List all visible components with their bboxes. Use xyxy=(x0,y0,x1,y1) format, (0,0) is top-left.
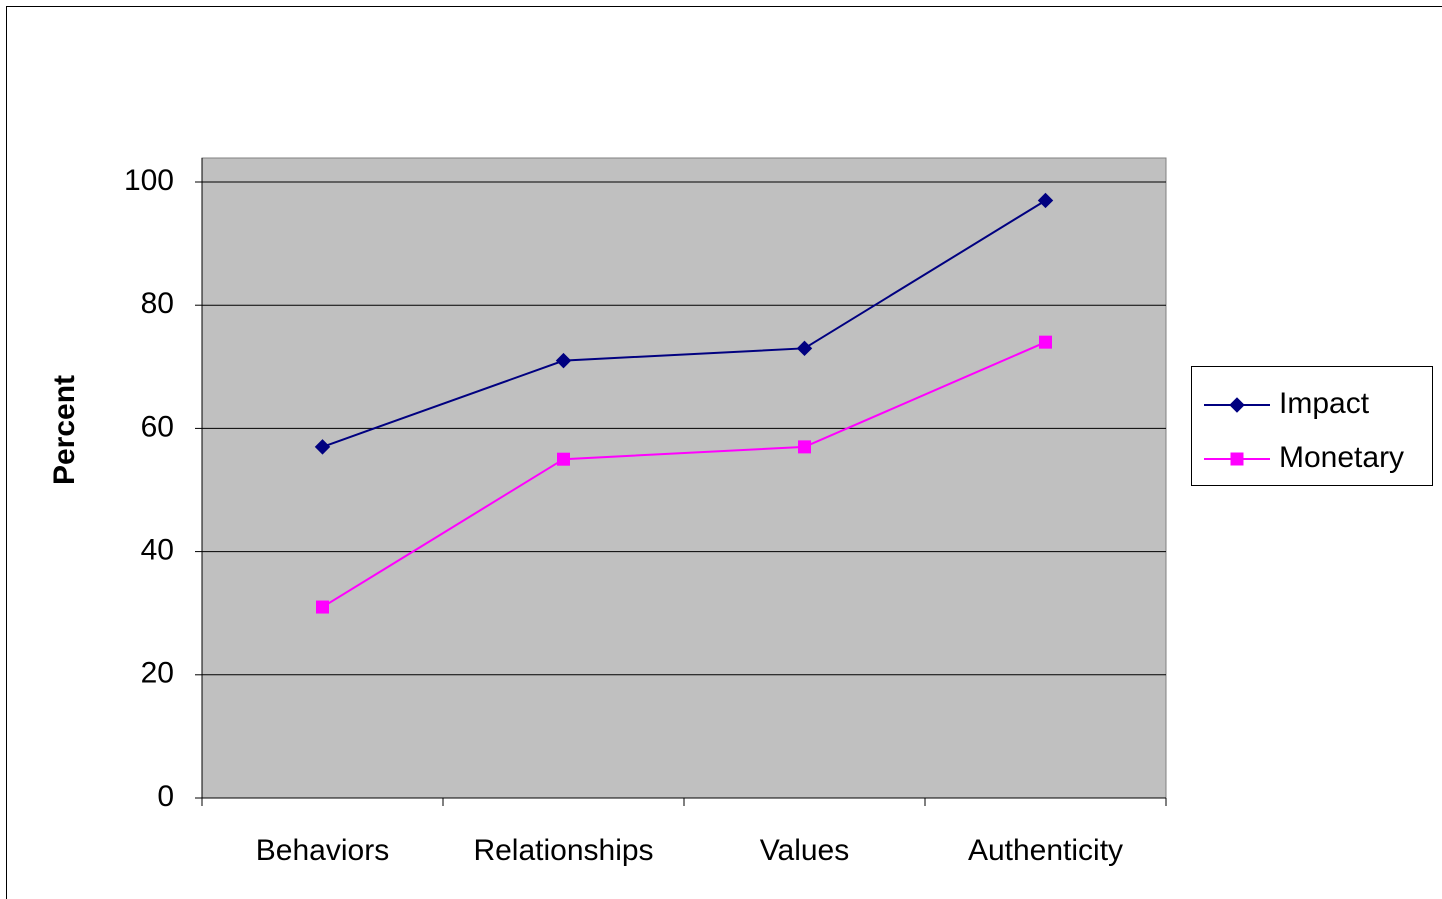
point-marker xyxy=(316,600,329,614)
legend-label: Monetary xyxy=(1279,441,1404,474)
x-tick-label: Behaviors xyxy=(256,834,389,867)
point-marker xyxy=(1037,192,1054,209)
point-marker xyxy=(796,340,813,357)
y-tick-label: 100 xyxy=(124,164,174,197)
legend-label: Impact xyxy=(1279,387,1370,420)
chart-frame xyxy=(6,6,1442,899)
point-marker xyxy=(557,452,570,466)
series-line xyxy=(321,341,1046,608)
y-axis-label: Percent xyxy=(48,375,81,485)
y-tick-label: 80 xyxy=(141,287,174,320)
y-tick-label: 0 xyxy=(157,780,174,813)
point-marker xyxy=(555,352,572,369)
legend xyxy=(1191,366,1433,486)
legend-marker xyxy=(1230,452,1244,466)
legend-marker xyxy=(1229,397,1245,413)
x-tick-label: Relationships xyxy=(473,834,653,867)
y-tick-label: 40 xyxy=(141,534,174,567)
point-marker xyxy=(1039,335,1052,349)
x-tick-label: Values xyxy=(760,834,850,867)
series-line xyxy=(322,199,1047,448)
plot-area xyxy=(201,157,1167,799)
x-tick-label: Authenticity xyxy=(968,834,1123,867)
point-marker xyxy=(798,440,811,454)
y-tick-label: 20 xyxy=(141,657,174,690)
point-marker xyxy=(314,439,331,455)
y-tick-label: 60 xyxy=(141,410,174,443)
